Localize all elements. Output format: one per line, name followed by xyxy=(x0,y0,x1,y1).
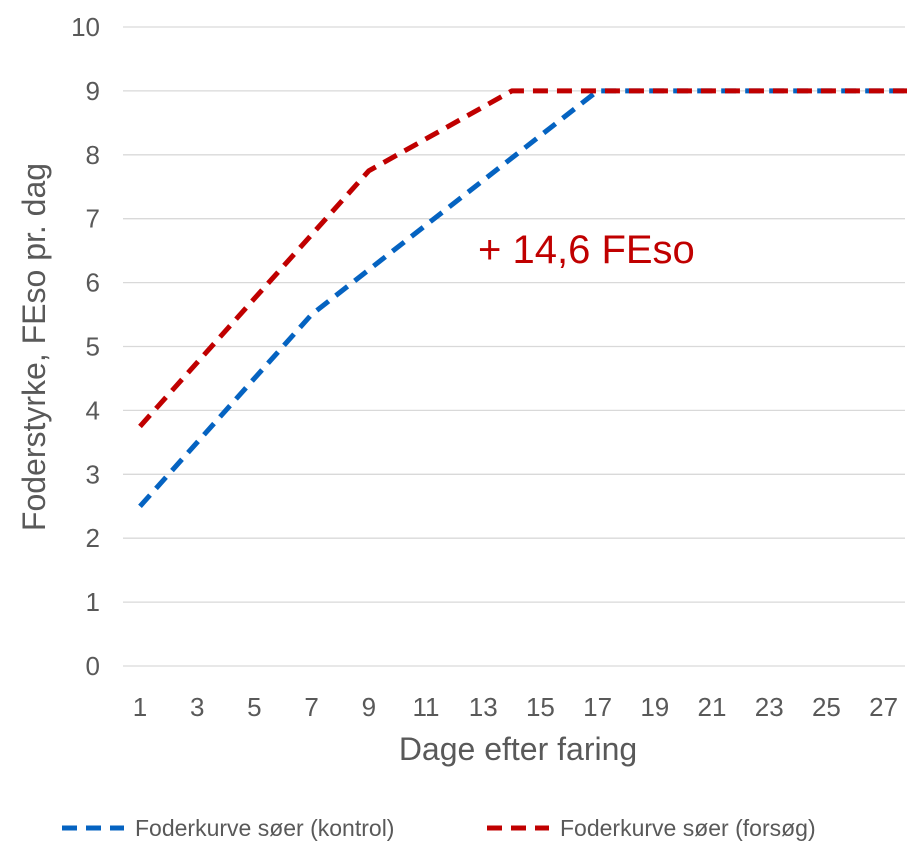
x-tick-labels: 1 3 5 7 9 11 13 15 17 19 21 23 25 27 xyxy=(133,692,898,722)
legend: Foderkurve søer (kontrol) Foderkurve søer… xyxy=(62,815,816,841)
y-tick-label: 5 xyxy=(86,332,100,362)
x-tick-label: 9 xyxy=(362,692,376,722)
x-tick-label: 15 xyxy=(526,692,555,722)
x-tick-label: 13 xyxy=(469,692,498,722)
x-tick-label: 25 xyxy=(812,692,841,722)
legend-label: Foderkurve søer (kontrol) xyxy=(135,815,394,841)
y-tick-label: 0 xyxy=(86,651,100,681)
x-axis-title: Dage efter faring xyxy=(399,731,637,767)
y-tick-label: 4 xyxy=(86,395,100,425)
series-line-forsog xyxy=(138,88,907,429)
x-tick-label: 7 xyxy=(304,692,318,722)
y-tick-label: 8 xyxy=(86,140,100,170)
x-tick-label: 3 xyxy=(190,692,204,722)
legend-label: Foderkurve søer (forsøg) xyxy=(560,815,816,841)
x-tick-label: 5 xyxy=(247,692,261,722)
x-tick-label: 23 xyxy=(755,692,784,722)
series-lines xyxy=(138,88,907,508)
y-tick-label: 6 xyxy=(86,268,100,298)
y-tick-label: 3 xyxy=(86,459,100,489)
x-tick-label: 17 xyxy=(583,692,612,722)
y-tick-label: 1 xyxy=(86,587,100,617)
y-axis-title: Foderstyrke, FEso pr. dag xyxy=(16,163,52,531)
y-tick-label: 9 xyxy=(86,76,100,106)
annotation-text: + 14,6 FEso xyxy=(478,228,695,272)
y-tick-label: 2 xyxy=(86,523,100,553)
y-tick-labels: 0 1 2 3 4 5 6 7 8 9 10 xyxy=(71,12,100,681)
x-tick-label: 19 xyxy=(640,692,669,722)
x-tick-label: 27 xyxy=(869,692,898,722)
x-tick-label: 21 xyxy=(698,692,727,722)
x-tick-label: 11 xyxy=(413,692,440,722)
y-tick-label: 7 xyxy=(86,204,100,234)
y-tick-label: 10 xyxy=(71,12,100,42)
gridlines xyxy=(123,26,905,667)
x-tick-label: 1 xyxy=(133,692,147,722)
